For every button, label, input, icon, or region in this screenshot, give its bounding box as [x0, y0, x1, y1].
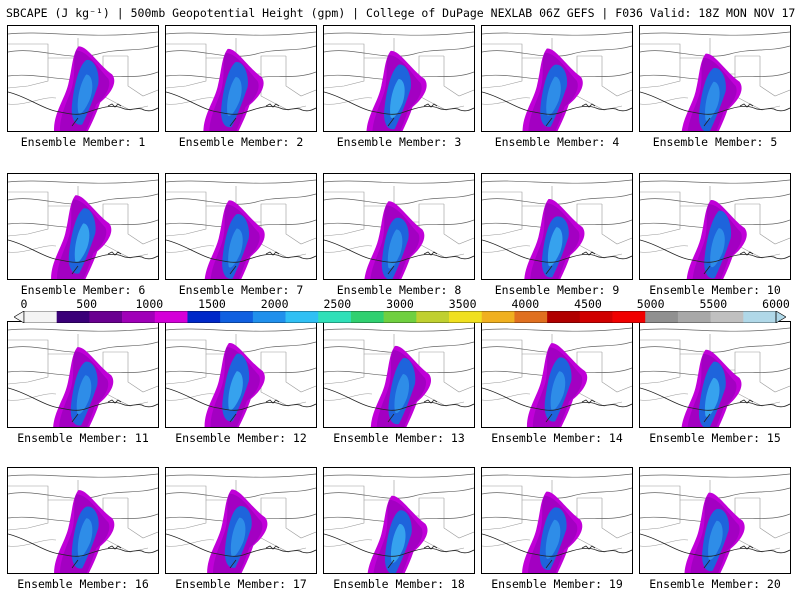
colorbar-tick-label: 3000: [386, 297, 414, 311]
ensemble-member-label: Ensemble Member: 17: [175, 577, 307, 591]
colorbar-swatch: [612, 311, 646, 323]
sbcape-colorbar: 0 500 1000 1500 2000 2500 3000 3500 4000 4500 5000…: [13, 297, 790, 324]
ensemble-member-label: Ensemble Member: 13: [333, 431, 465, 445]
colorbar-swatch: [547, 311, 581, 323]
sbcape-map: [323, 173, 475, 280]
colorbar-swatch: [285, 311, 319, 323]
sbcape-map: [165, 321, 317, 428]
colorbar-swatch: [579, 311, 613, 323]
ensemble-member-label: Ensemble Member: 7: [178, 283, 304, 297]
sbcape-map: [481, 25, 633, 132]
colorbar-swatch: [89, 311, 123, 323]
colorbar-swatch: [416, 311, 450, 323]
ensemble-member-label: Ensemble Member: 1: [20, 135, 146, 149]
ensemble-member-label: Ensemble Member: 9: [494, 283, 620, 297]
colorbar-tick-label: 1500: [198, 297, 226, 311]
colorbar-tick-label: 2500: [323, 297, 352, 311]
colorbar-swatch: [481, 311, 515, 323]
ensemble-member-label: Ensemble Member: 14: [491, 431, 623, 445]
colorbar-tick-label: 0: [20, 297, 28, 311]
sbcape-map: [165, 25, 317, 132]
colorbar-swatch: [514, 311, 548, 323]
ensemble-member-label: Ensemble Member: 15: [649, 431, 781, 445]
colorbar-scale: [13, 310, 787, 324]
colorbar-swatch: [24, 311, 57, 323]
colorbar-swatch: [187, 311, 221, 323]
colorbar-swatch: [383, 311, 417, 323]
colorbar-swatch: [743, 311, 777, 323]
colorbar-swatch: [154, 311, 188, 323]
colorbar-max-arrow: [775, 310, 787, 324]
colorbar-swatch: [645, 311, 679, 323]
colorbar-tick-label: 3500: [448, 297, 477, 311]
colorbar-min-arrow: [13, 310, 25, 324]
ensemble-member-label: Ensemble Member: 12: [175, 431, 307, 445]
colorbar-swatch: [350, 311, 384, 323]
ensemble-member-label: Ensemble Member: 6: [20, 283, 146, 297]
ensemble-member-label: Ensemble Member: 19: [491, 577, 623, 591]
ensemble-member-label: Ensemble Member: 8: [336, 283, 462, 297]
colorbar-tick-label: 5000: [636, 297, 665, 311]
ensemble-member-label: Ensemble Member: 20: [649, 577, 781, 591]
colorbar-swatch: [677, 311, 711, 323]
colorbar-swatch: [449, 311, 483, 323]
sbcape-map: [323, 321, 475, 428]
ensemble-member-label: Ensemble Member: 4: [494, 135, 620, 149]
colorbar-swatch: [252, 311, 286, 323]
ensemble-member-label: Ensemble Member: 11: [17, 431, 149, 445]
sbcape-map: [639, 467, 791, 574]
colorbar-swatch: [220, 311, 254, 323]
colorbar-tick-label: 1000: [135, 297, 164, 311]
colorbar-swatch: [122, 311, 156, 323]
sbcape-map: [7, 467, 159, 574]
sbcape-map: [7, 173, 159, 280]
ensemble-member-label: Ensemble Member: 18: [333, 577, 465, 591]
colorbar-tick-label: 2000: [260, 297, 289, 311]
sbcape-map: [639, 25, 791, 132]
sbcape-map: [481, 467, 633, 574]
sbcape-map: [323, 25, 475, 132]
colorbar-swatch: [710, 311, 744, 323]
colorbar-tick-label: 6000: [762, 297, 790, 311]
figure-title: SBCAPE (J kg⁻¹) | 500mb Geopotential Hei…: [6, 6, 800, 20]
sbcape-map: [323, 467, 475, 574]
ensemble-member-label: Ensemble Member: 2: [178, 135, 304, 149]
colorbar-tick-label: 4500: [574, 297, 602, 311]
ensemble-member-label: Ensemble Member: 3: [336, 135, 462, 149]
sbcape-map: [165, 467, 317, 574]
colorbar-swatch: [318, 311, 352, 323]
sbcape-map: [481, 173, 633, 280]
colorbar-tick-label: 4000: [511, 297, 540, 311]
sbcape-map: [165, 173, 317, 280]
colorbar-swatch: [56, 311, 90, 323]
ensemble-member-label: Ensemble Member: 16: [17, 577, 149, 591]
sbcape-map: [7, 25, 159, 132]
sbcape-map: [639, 173, 791, 280]
ensemble-member-label: Ensemble Member: 10: [649, 283, 781, 297]
colorbar-tick-label: 5500: [699, 297, 728, 311]
sbcape-map: [639, 321, 791, 428]
sbcape-map: [7, 321, 159, 428]
colorbar-tick-label: 500: [76, 297, 98, 311]
sbcape-map: [481, 321, 633, 428]
ensemble-member-label: Ensemble Member: 5: [652, 135, 778, 149]
